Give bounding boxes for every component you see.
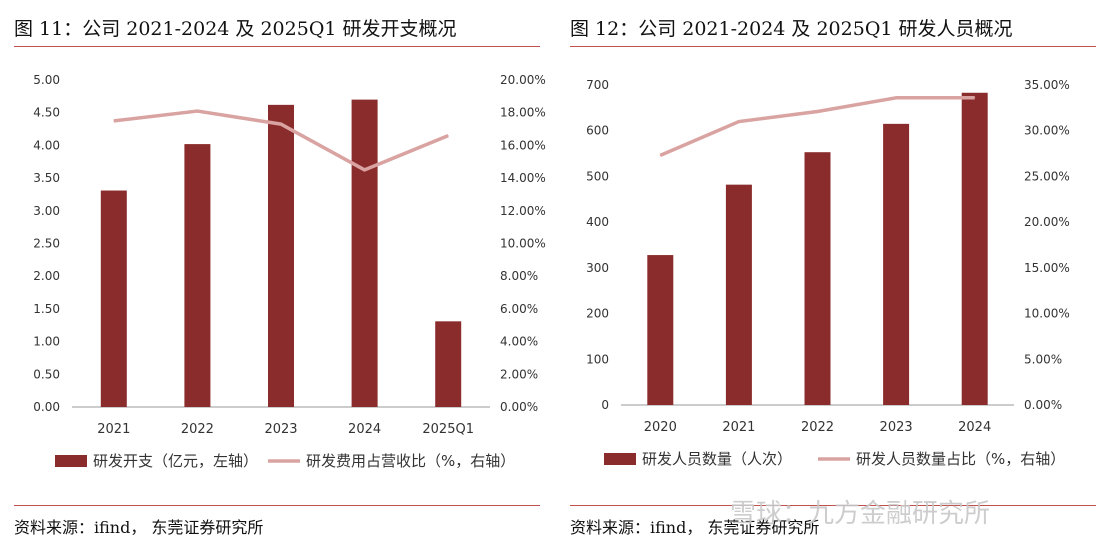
y-tick-label: 0.00 [33,400,60,414]
x-tick-label: 2023 [880,420,913,435]
y2-tick-label: 12.00% [500,204,546,218]
y2-tick-label: 14.00% [500,171,546,185]
line-point [974,97,976,99]
y2-tick-label: 4.00% [500,335,538,349]
y2-tick-label: 20.00% [500,73,546,87]
y2-tick-label: 5.00% [1024,352,1062,366]
x-tick-label: 2021 [97,422,130,437]
y-tick-label: 400 [586,215,609,229]
x-tick-label: 2024 [348,422,381,437]
y2-tick-label: 16.00% [500,138,546,152]
bar [268,104,294,408]
bar [435,321,462,407]
legend-bar-swatch [55,455,87,467]
chart-title: 图 12：公司 2021-2024 及 2025Q1 研发人员概况 [570,18,1013,40]
line-point [738,121,740,123]
line-point [113,120,115,122]
bar [647,255,674,405]
line-point [364,169,366,171]
bar [725,184,752,405]
y2-tick-label: 0.00% [500,400,538,414]
y2-tick-label: 25.00% [1024,169,1070,183]
y-tick-label: 5.00 [33,73,60,87]
watermark-text: 雪球：九方金融研究所 [730,499,991,529]
line-point [447,135,449,137]
legend-line-label: 研发费用占营收比（%，右轴） [306,452,515,470]
y2-tick-label: 35.00% [1024,78,1070,92]
chart-title: 图 11：公司 2021-2024 及 2025Q1 研发开支概况 [14,18,457,40]
x-tick-label: 2022 [801,420,834,435]
title-divider [14,46,540,47]
line-point [817,111,818,113]
source-divider [14,505,540,506]
line-point [659,154,661,156]
line-point [280,123,282,125]
bar [883,123,910,405]
line-point [895,97,897,99]
legend-bar-label: 研发开支（亿元，左轴） [93,452,258,470]
source-note: 资料来源：ifind， 东莞证券研究所 [14,518,264,537]
line-series [659,96,975,158]
right-chart-panel: 图 12：公司 2021-2024 及 2025Q1 研发人员概况 0 100 20… [556,0,1104,545]
y2-tick-label: 18.00% [500,106,546,120]
x-tick-label: 2022 [181,422,214,437]
left-chart-panel: 图 11：公司 2021-2024 及 2025Q1 研发开支概况 0.00 0.… [0,0,548,545]
y2-tick-label: 20.00% [1024,215,1070,229]
y-tick-label: 2.00 [33,269,60,283]
x-tick-label: 2025Q1 [422,422,474,437]
rd-expense-chart: 0.00 0.50 1.00 1.50 2.00 2.50 3.00 3.50 4.00 4.50… [33,73,546,470]
y2-tick-label: 10.00% [1024,307,1070,321]
y-tick-label: 500 [586,169,609,183]
y-tick-label: 4.50 [33,106,60,120]
y2-tick-label: 0.00% [1024,398,1062,412]
y-tick-label: 3.00 [33,204,60,218]
y-tick-label: 600 [586,124,609,138]
bar [961,92,988,405]
bar [804,152,831,405]
title-divider [570,46,1096,47]
bar [184,144,211,407]
x-tick-label: 2024 [958,420,991,435]
rd-staff-chart: 0 100 200 300 400 500 600 700 0.00% 5.00% 10.00% 15… [586,78,1070,468]
y2-tick-label: 8.00% [500,269,538,283]
y-tick-label: 3.50 [33,171,60,185]
legend-line-label: 研发人员数量占比（%，右轴） [856,450,1065,468]
y-tick-label: 300 [586,261,609,275]
y-tick-label: 1.50 [33,302,60,316]
x-tick-label: 2023 [264,422,297,437]
y2-tick-label: 10.00% [500,237,546,251]
bar [351,99,378,407]
bar [100,190,127,407]
y-tick-label: 200 [586,307,609,321]
y-tick-label: 4.00 [33,138,60,152]
source-divider [570,505,1096,506]
y2-tick-label: 30.00% [1024,124,1070,138]
y2-tick-label: 15.00% [1024,261,1070,275]
x-tick-label: 2021 [722,420,755,435]
legend-bar-swatch [604,453,636,465]
y-tick-label: 0.50 [33,367,60,381]
y-tick-label: 700 [586,78,609,92]
source-note: 资料来源：ifind， 东莞证券研究所 [570,518,820,537]
legend-bar-label: 研发人员数量（人次） [642,450,792,468]
y2-tick-label: 6.00% [500,302,538,316]
y-tick-label: 1.00 [33,335,60,349]
y-tick-label: 0 [601,398,609,412]
y-tick-label: 2.50 [33,237,60,251]
y2-tick-label: 2.00% [500,367,538,381]
line-point [196,110,198,112]
x-tick-label: 2020 [644,420,677,435]
y-tick-label: 100 [586,352,609,366]
